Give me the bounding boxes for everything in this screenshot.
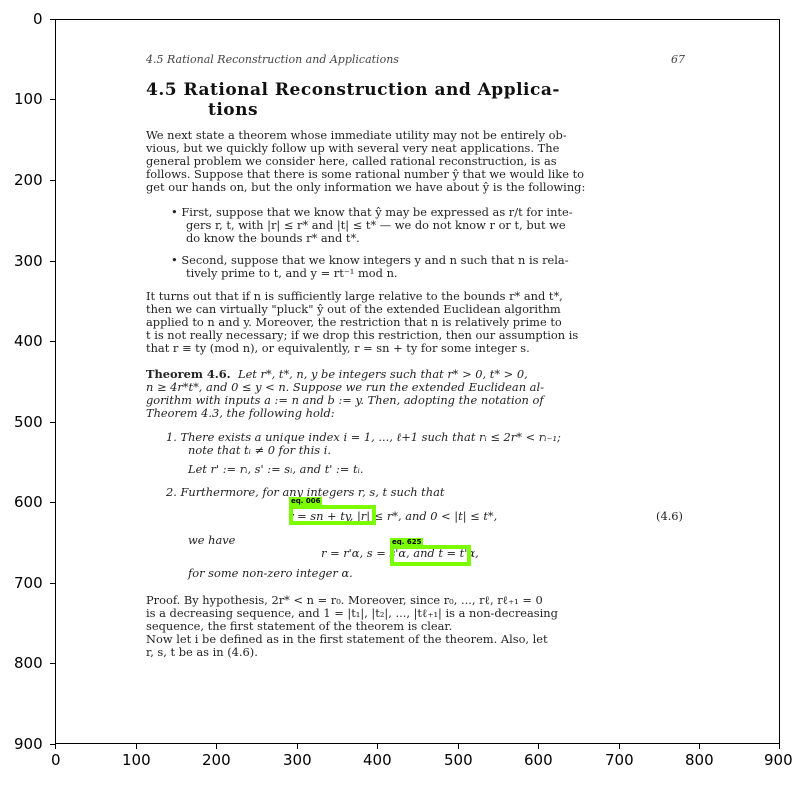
text-line: do know the bounds r* and t*. [186, 231, 360, 245]
equation-4-6: r = sn + ty, |r| ≤ r*, and 0 < |t| ≤ t*, [288, 509, 498, 523]
y-tick-mark [50, 99, 55, 100]
text-line: • First, suppose that we know that ŷ may… [171, 205, 573, 219]
y-tick-mark [50, 341, 55, 342]
section-title-line1: 4.5 Rational Reconstruction and Applica- [146, 80, 560, 100]
x-tick-mark [136, 744, 137, 749]
text-line: gorithm with inputs a := n and b := y. T… [146, 393, 544, 407]
text-line: We next state a theorem whose immediate … [146, 128, 567, 142]
x-tick-label: 300 [283, 751, 312, 769]
text-line: then we can virtually "pluck" ŷ out of t… [146, 302, 561, 316]
x-tick-label: 100 [122, 751, 151, 769]
text-line: r, s, t be as in (4.6). [146, 645, 258, 659]
x-tick-mark [458, 744, 459, 749]
we-have-text: we have [188, 533, 236, 547]
x-tick-label: 500 [444, 751, 473, 769]
plot-area: 4.5 Rational Reconstruction and Applicat… [55, 19, 780, 744]
x-tick-label: 800 [685, 751, 714, 769]
y-tick-mark [50, 19, 55, 20]
y-tick-mark [50, 583, 55, 584]
x-tick-mark [216, 744, 217, 749]
text-line: Now let i be defined as in the first sta… [146, 632, 548, 646]
x-tick-mark [779, 744, 780, 749]
text-line: n ≥ 4r*t*, and 0 ≤ y < n. Suppose we run… [146, 380, 544, 394]
y-tick-mark [50, 180, 55, 181]
for-some-text: for some non-zero integer α. [188, 566, 353, 580]
x-tick-label: 200 [202, 751, 231, 769]
x-tick-label: 0 [51, 751, 61, 769]
text-line: 1. There exists a unique index i = 1, ..… [166, 430, 561, 444]
x-tick-mark [377, 744, 378, 749]
text-line: applied to n and y. Moreover, the restri… [146, 315, 562, 329]
x-tick-label: 900 [764, 751, 793, 769]
theorem-item-2: 2. Furthermore, for any integers r, s, t… [166, 485, 445, 499]
text-line: note that tᵢ ≠ 0 for this i. [188, 443, 331, 457]
y-tick-label: 400 [14, 332, 43, 350]
y-tick-label: 500 [14, 413, 43, 431]
theorem-label: Theorem 4.6. [146, 367, 231, 381]
x-tick-mark [538, 744, 539, 749]
x-tick-label: 400 [363, 751, 392, 769]
running-head: 4.5 Rational Reconstruction and Applicat… [146, 53, 399, 66]
y-tick-label: 100 [14, 90, 43, 108]
text-line: sequence, the first statement of the the… [146, 619, 453, 633]
detection-box [390, 545, 471, 566]
detection-label: eq. 006 [289, 497, 323, 506]
text-line: It turns out that if n is sufficiently l… [146, 289, 563, 303]
text-line: Let r' := rᵢ, s' := sᵢ, and t' := tᵢ. [188, 462, 364, 476]
detection-label: eq. 625 [390, 538, 424, 547]
x-tick-mark [55, 744, 56, 749]
text-line: is a decreasing sequence, and 1 = |t₁|, … [146, 606, 558, 620]
y-tick-label: 900 [14, 735, 43, 753]
text-line: general problem we consider here, called… [146, 154, 557, 168]
equation-number: (4.6) [656, 509, 684, 523]
y-tick-label: 700 [14, 574, 43, 592]
text-line: gers r, t, with |r| ≤ r* and |t| ≤ t* — … [186, 218, 566, 232]
y-tick-label: 0 [33, 10, 43, 28]
x-tick-mark [619, 744, 620, 749]
text-line: Proof. By hypothesis, 2r* < n = r₀. More… [146, 593, 543, 607]
text-line: tively prime to t, and y = rt⁻¹ mod n. [186, 266, 398, 280]
x-tick-label: 600 [524, 751, 553, 769]
y-tick-label: 800 [14, 654, 43, 672]
x-tick-mark [699, 744, 700, 749]
text-line: follows. Suppose that there is some rati… [146, 167, 585, 181]
x-tick-mark [297, 744, 298, 749]
text-line: vious, but we quickly follow up with sev… [146, 141, 560, 155]
section-title-line2: tions [208, 100, 259, 120]
page-number: 67 [671, 53, 685, 66]
text-line: that r ≡ ty (mod n), or equivalently, r … [146, 341, 530, 355]
y-tick-mark [50, 502, 55, 503]
x-tick-label: 700 [605, 751, 634, 769]
text-line: • Second, suppose that we know integers … [171, 253, 569, 267]
text-line: Theorem 4.3, the following hold: [146, 406, 335, 420]
equation-2: r = r'α, s = s'α, and t = t'α, [321, 546, 479, 560]
text-line: get our hands on, but the only informati… [146, 180, 586, 194]
detection-box [289, 505, 376, 525]
text-line: t is not really necessary; if we drop th… [146, 328, 579, 342]
y-tick-mark [50, 261, 55, 262]
y-tick-mark [50, 663, 55, 664]
y-tick-label: 200 [14, 171, 43, 189]
text-line: Let r*, t*, n, y be integers such that r… [238, 367, 528, 381]
y-tick-mark [50, 422, 55, 423]
y-tick-label: 600 [14, 493, 43, 511]
y-tick-mark [50, 744, 55, 745]
y-tick-label: 300 [14, 252, 43, 270]
